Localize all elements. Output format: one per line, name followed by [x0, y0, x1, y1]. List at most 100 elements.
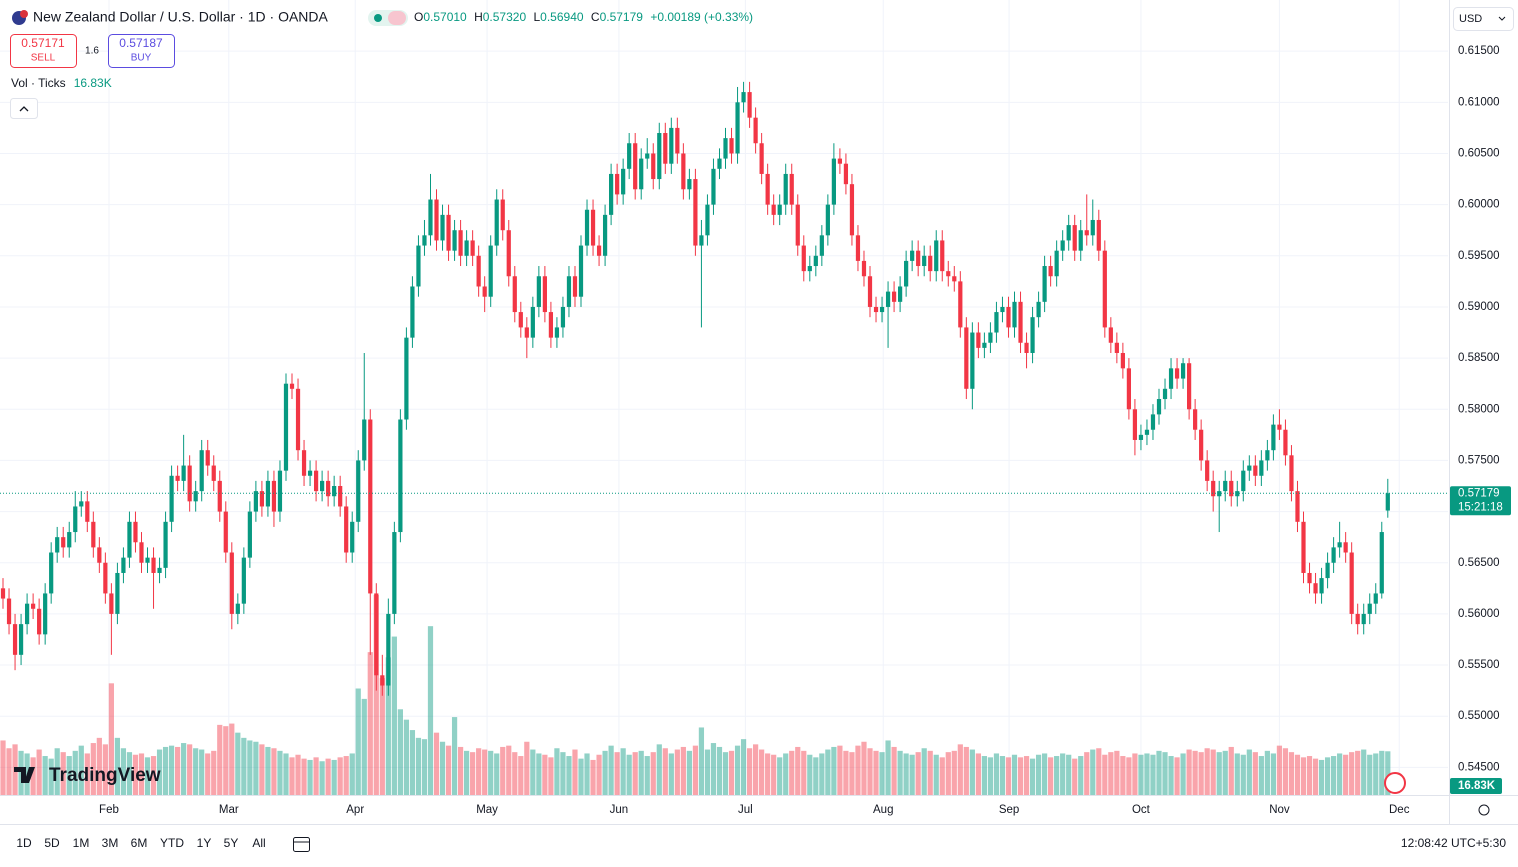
range-button[interactable]: All	[252, 836, 265, 850]
candle-body	[313, 470, 319, 492]
x-tick-label: May	[476, 804, 498, 816]
volume-bar	[488, 750, 494, 795]
ohlc-value: 0.56940	[540, 10, 584, 24]
candle-body	[1018, 301, 1023, 343]
volume-bar	[126, 752, 133, 795]
volume-bar	[1084, 752, 1090, 795]
candle-body	[121, 557, 126, 573]
volume-bar	[933, 754, 939, 795]
volume-bar	[150, 756, 157, 795]
volume-bar	[457, 746, 464, 795]
candle-body	[542, 276, 547, 313]
buy-price: 0.57187	[119, 36, 163, 50]
candle-body	[175, 475, 180, 481]
candle-body	[1102, 250, 1107, 328]
volume-bar	[1361, 749, 1367, 795]
range-button[interactable]: YTD	[160, 836, 184, 850]
candle-body	[91, 521, 96, 548]
candle-body	[590, 209, 596, 246]
candle-body	[1030, 317, 1035, 353]
sell-label: SELL	[31, 53, 56, 64]
volume-bar	[759, 749, 765, 795]
volume-bar	[1367, 754, 1373, 795]
volume-bar	[566, 756, 572, 795]
calendar-button[interactable]	[293, 837, 310, 852]
volume-bar	[1011, 754, 1018, 795]
candle-body	[1295, 491, 1300, 522]
volume-bar	[313, 757, 319, 795]
volume-bar	[1306, 756, 1313, 795]
candle-body	[73, 506, 78, 533]
candle-body	[723, 138, 728, 159]
volume-bar	[650, 752, 656, 795]
volume-bar	[325, 758, 331, 795]
volume-bar	[674, 749, 680, 795]
candle-body	[729, 138, 734, 154]
volume-bar	[307, 759, 313, 795]
candle-body	[1337, 542, 1342, 548]
candle-body	[675, 127, 680, 154]
volume-bar	[1132, 753, 1138, 795]
volume-bar	[385, 657, 391, 795]
volume-bar	[975, 753, 981, 795]
volume-bar	[482, 749, 488, 795]
settings-icon[interactable]	[1478, 804, 1490, 816]
range-button[interactable]: 1Y	[197, 836, 212, 850]
candle-body	[307, 470, 313, 476]
volume-bar	[1312, 758, 1319, 795]
candle-body	[452, 230, 457, 251]
range-button[interactable]: 1D	[16, 836, 32, 850]
candle-body	[1090, 219, 1095, 236]
volume-bar	[981, 756, 988, 795]
candle-body	[952, 276, 957, 282]
range-button[interactable]: 5Y	[224, 836, 239, 850]
buy-button[interactable]: 0.57187 BUY	[108, 34, 175, 68]
candle-body	[970, 332, 975, 389]
volume-bar	[1216, 752, 1222, 795]
volume-bar	[1017, 757, 1024, 795]
volume-bar	[939, 757, 945, 795]
volume-bar	[379, 678, 385, 795]
range-button[interactable]: 5D	[44, 836, 60, 850]
range-button[interactable]: 3M	[102, 836, 119, 850]
candle-body	[1217, 491, 1222, 497]
y-tick-label: 0.58500	[1458, 352, 1500, 364]
candle-body	[235, 603, 240, 614]
volume-bar	[704, 749, 711, 795]
candle-body	[536, 276, 541, 307]
volume-bar	[1035, 754, 1042, 795]
candle-body	[229, 552, 234, 614]
volume-bar	[102, 744, 108, 795]
volume-bar	[945, 752, 951, 795]
candle-body	[554, 327, 560, 338]
candle-body	[0, 588, 6, 599]
ohlc-value: 0.57010	[423, 10, 467, 24]
volume-bar	[620, 748, 626, 795]
candle-body	[217, 480, 222, 512]
volume-bar	[710, 743, 717, 795]
candle-body	[879, 306, 885, 313]
collapse-button[interactable]	[10, 98, 38, 119]
candle-body	[1144, 429, 1150, 435]
volume-bar	[1120, 756, 1126, 795]
volume-bar	[728, 750, 735, 795]
volume-bar	[596, 754, 602, 795]
candle-body	[1006, 306, 1011, 328]
range-button[interactable]: 1M	[73, 836, 90, 850]
candle-body	[139, 542, 144, 563]
volume-bar	[686, 750, 692, 795]
candle-body	[1126, 368, 1132, 410]
candles	[0, 81, 1390, 696]
range-button[interactable]: 6M	[131, 836, 148, 850]
candle-body	[807, 266, 812, 272]
volume-bar	[1270, 753, 1277, 795]
volume-bar	[1330, 756, 1337, 795]
candle-body	[1024, 342, 1029, 353]
sell-button[interactable]: 0.57171 SELL	[10, 34, 77, 68]
volume-bar	[162, 746, 169, 795]
clock[interactable]: 12:08:42 UTC+5:30	[1401, 836, 1506, 850]
ohlc-key: O	[414, 10, 423, 24]
volume-bar	[795, 746, 801, 795]
currency-button[interactable]: USD	[1453, 7, 1514, 31]
candle-body	[1199, 429, 1204, 461]
